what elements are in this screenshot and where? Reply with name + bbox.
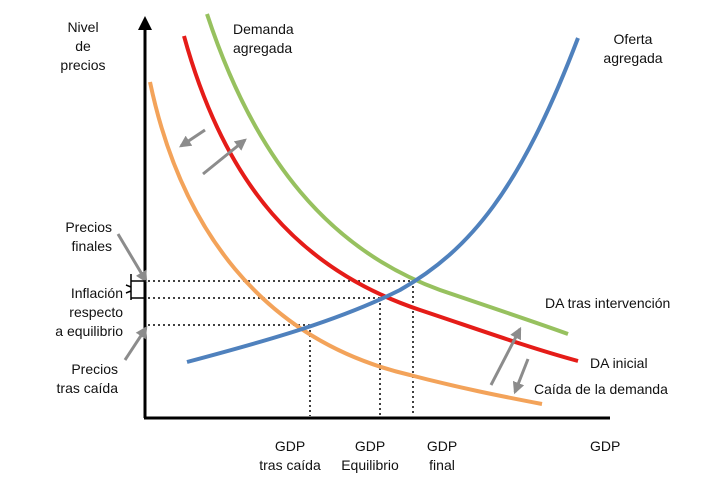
arrow-shift-down	[512, 358, 530, 395]
y-axis-arrowhead	[138, 16, 152, 30]
arrow-shift-right	[202, 138, 247, 176]
gdp-final-label: GDP final	[426, 438, 458, 473]
shift-arrows	[116, 128, 530, 395]
arrow-pointer-fall	[123, 325, 148, 361]
oferta-agregada-label: Oferta agregada	[603, 31, 663, 66]
demanda-agregada-label: Demanda agregada	[233, 21, 294, 56]
y-axis-label: Nivel de precios	[60, 19, 106, 73]
inflacion-label: Inflación respecto a equilibrio	[55, 285, 123, 339]
da-inicial-label: DA inicial	[590, 355, 648, 371]
curve-da-tras-intervencion	[205, 13, 569, 336]
curve-oferta-agregada	[186, 37, 580, 364]
curve-caida-demanda	[148, 81, 543, 406]
gdp-equilibrio-label: GDP Equilibrio	[341, 438, 399, 473]
da-tras-intervencion-label: DA tras intervención	[545, 295, 671, 311]
precios-finales-label: Precios finales	[65, 219, 112, 254]
caida-demanda-label: Caída de la demanda	[534, 381, 668, 397]
x-axis-label: GDP	[590, 438, 621, 454]
curve-da-inicial	[182, 35, 579, 363]
gdp-caida-label: GDP tras caída	[259, 438, 321, 473]
arrow-shift-up	[489, 326, 522, 386]
precios-caida-label: Precios tras caída	[56, 361, 118, 396]
arrow-pointer-prices	[116, 233, 148, 284]
inflation-bracket	[125, 274, 146, 300]
arrow-shift-left	[179, 128, 206, 148]
